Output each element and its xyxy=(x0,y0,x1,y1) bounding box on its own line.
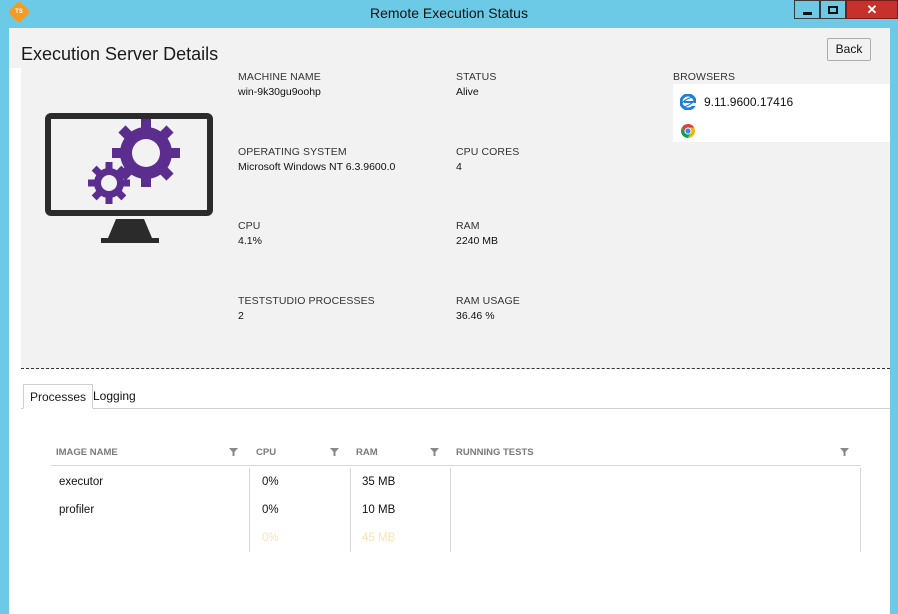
cpu-cores-field: CPU CORES 4 xyxy=(456,146,519,173)
monitor-gears-icon xyxy=(45,113,213,243)
ram-usage-label: RAM USAGE xyxy=(456,295,520,307)
browsers-field: BROWSERS xyxy=(673,71,735,83)
window-client-area: Execution Server Details Back xyxy=(9,28,890,614)
header-area xyxy=(9,28,890,68)
tab-processes[interactable]: Processes xyxy=(23,384,94,409)
teststudio-processes-value: 2 xyxy=(238,310,244,322)
machine-name-field: MACHINE NAME win-9k30gu9oohp xyxy=(238,71,321,98)
close-icon: ✕ xyxy=(866,2,878,17)
page-title: Execution Server Details xyxy=(21,44,219,64)
tab-strip-border xyxy=(21,408,890,409)
status-label: STATUS xyxy=(456,71,497,83)
ram-usage-value: 36.46 % xyxy=(456,310,495,322)
browsers-label: BROWSERS xyxy=(673,71,736,83)
browsers-list: 9.11.9600.17416 xyxy=(673,84,890,142)
filter-icon[interactable] xyxy=(330,448,339,457)
ram-field: RAM 2240 MB xyxy=(456,220,498,247)
ram-label: RAM xyxy=(456,220,480,232)
teststudio-processes-label: TESTSTUDIO PROCESSES xyxy=(238,295,375,307)
table-cell-ram[interactable]: 35 MB xyxy=(362,476,396,488)
status-value: Alive xyxy=(456,86,479,98)
cpu-value: 4.1% xyxy=(238,235,262,247)
title-bar[interactable]: TS Remote Execution Status ✕ xyxy=(0,0,898,28)
cpu-cores-label: CPU CORES xyxy=(456,146,520,158)
cpu-field: CPU 4.1% xyxy=(238,220,262,247)
internet-explorer-icon xyxy=(680,94,696,110)
cpu-label: CPU xyxy=(238,220,261,232)
table-cell-ram[interactable]: 45 MB xyxy=(362,532,396,544)
window-border-left xyxy=(0,28,9,614)
column-header-running-tests[interactable]: RUNNING TESTS xyxy=(456,447,534,458)
table-cell-image-name[interactable]: executor xyxy=(59,476,104,488)
cpu-cores-value: 4 xyxy=(456,161,462,173)
filter-icon[interactable] xyxy=(840,448,849,457)
status-field: STATUS Alive xyxy=(456,71,496,98)
back-button[interactable]: Back xyxy=(827,38,871,61)
ram-usage-field: RAM USAGE 36.46 % xyxy=(456,295,520,322)
table-body xyxy=(51,468,861,552)
operating-system-field: OPERATING SYSTEM Microsoft Windows NT 6.… xyxy=(238,146,395,173)
filter-icon[interactable] xyxy=(229,448,238,457)
table-cell-ram[interactable]: 10 MB xyxy=(362,504,396,516)
machine-name-value: win-9k30gu9oohp xyxy=(238,86,321,98)
machine-name-label: MACHINE NAME xyxy=(238,71,321,83)
tab-logging[interactable]: Logging xyxy=(93,389,136,403)
maximize-button[interactable] xyxy=(820,0,846,19)
maximize-icon xyxy=(828,5,838,14)
table-cell-cpu[interactable]: 0% xyxy=(262,532,279,544)
browser-version: 9.11.9600.17416 xyxy=(704,95,794,109)
teststudio-processes-field: TESTSTUDIO PROCESSES 2 xyxy=(238,295,375,322)
column-header-cpu[interactable]: CPU xyxy=(256,447,277,458)
close-button[interactable]: ✕ xyxy=(846,0,898,19)
column-divider xyxy=(450,468,451,552)
window-title: Remote Execution Status xyxy=(370,5,528,21)
processes-table: IMAGE NAME CPU RAM RUNNING TESTS executo… xyxy=(51,438,861,552)
ram-value: 2240 MB xyxy=(456,235,499,247)
column-divider xyxy=(249,468,250,552)
table-cell-cpu[interactable]: 0% xyxy=(262,504,279,516)
browser-item: 9.11.9600.17416 xyxy=(680,94,793,110)
chrome-icon xyxy=(681,124,695,138)
table-header: IMAGE NAME CPU RAM RUNNING TESTS xyxy=(51,438,861,466)
browser-item xyxy=(680,123,704,139)
table-cell-cpu[interactable]: 0% xyxy=(262,476,279,488)
column-divider xyxy=(350,468,351,552)
filter-icon[interactable] xyxy=(430,448,439,457)
column-header-ram[interactable]: RAM xyxy=(356,447,378,458)
column-header-image-name[interactable]: IMAGE NAME xyxy=(56,447,118,458)
section-divider xyxy=(21,368,890,369)
operating-system-label: OPERATING SYSTEM xyxy=(238,146,347,158)
minimize-icon xyxy=(802,12,812,15)
table-cell-image-name[interactable]: profiler xyxy=(59,504,95,516)
operating-system-value: Microsoft Windows NT 6.3.9600.0 xyxy=(238,161,396,173)
minimize-button[interactable] xyxy=(794,0,820,19)
window-border-right xyxy=(890,28,898,614)
